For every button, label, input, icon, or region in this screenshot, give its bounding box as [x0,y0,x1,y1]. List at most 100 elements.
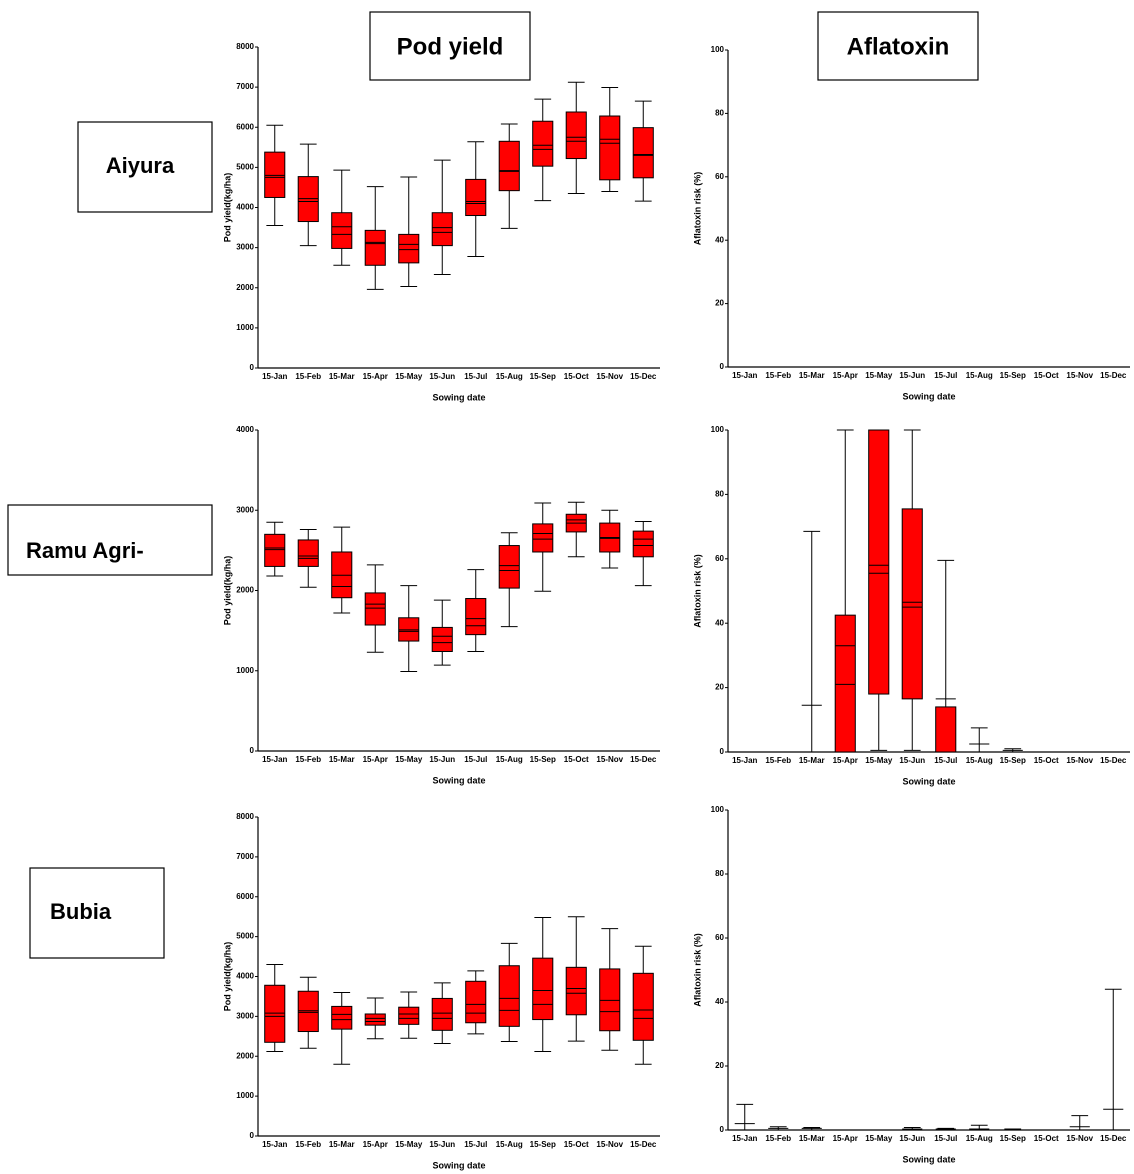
x-tick-label: 15-Nov [1066,756,1093,765]
x-tick-label: 15-Apr [363,755,388,764]
x-tick-label: 15-Mar [329,372,355,381]
row-box [77,121,213,213]
x-tick-label: 15-May [865,1134,893,1143]
y-tick-label: 100 [711,425,725,434]
row-title: Bubia [50,899,112,924]
y-tick-label: 0 [250,746,255,755]
box [264,533,286,567]
box [398,233,420,264]
y-tick-label: 6000 [236,122,254,131]
x-axis-label: Sowing date [432,1160,485,1170]
box [901,508,923,700]
y-tick-label: 0 [250,363,255,372]
x-tick-label: 15-Sep [530,1140,556,1149]
x-tick-label: 15-Aug [966,371,993,380]
y-tick-label: 6000 [236,892,254,901]
x-tick-label: 15-Apr [363,1140,388,1149]
row-title: Ramu Agri- [26,538,144,563]
box [431,997,453,1031]
box [331,1005,353,1030]
y-tick-label: 60 [715,933,724,942]
box [465,598,487,636]
x-tick-label: 15-Jan [732,371,757,380]
x-tick-label: 15-Jul [464,1140,487,1149]
y-tick-label: 5000 [236,162,254,171]
x-tick-label: 15-Jul [464,372,487,381]
x-tick-label: 15-Mar [329,1140,355,1149]
x-tick-label: 15-Oct [564,372,589,381]
x-tick-label: 15-Sep [1000,756,1026,765]
y-tick-label: 60 [715,554,724,563]
x-axis-label: Sowing date [902,1154,955,1164]
x-tick-label: 15-Mar [799,756,825,765]
y-tick-label: 8000 [236,812,254,821]
y-tick-label: 2000 [236,283,254,292]
y-tick-label: 100 [711,45,725,54]
x-axis-label: Sowing date [902,391,955,401]
x-tick-label: 15-Nov [596,372,623,381]
x-tick-label: 15-Nov [1066,371,1093,380]
box [364,229,386,266]
y-axis-label: Pod yield(kg/ha) [222,556,232,626]
x-tick-label: 15-Oct [564,1140,589,1149]
x-tick-label: 15-Apr [363,372,388,381]
y-tick-label: 3000 [236,1011,254,1020]
y-tick-label: 80 [715,109,724,118]
x-tick-label: 15-Aug [496,1140,523,1149]
x-tick-label: 15-Sep [1000,1134,1026,1143]
box [834,614,856,753]
box [935,706,957,753]
x-tick-label: 15-May [865,371,893,380]
y-axis-label: Aflatoxin risk (%) [692,933,702,1007]
y-tick-label: 40 [715,618,724,627]
row-box [7,504,213,576]
x-tick-label: 15-Jul [464,755,487,764]
y-axis-label: Aflatoxin risk (%) [692,172,702,246]
x-tick-label: 15-Oct [1034,371,1059,380]
x-tick-label: 15-Feb [295,1140,321,1149]
x-tick-label: 15-Aug [966,756,993,765]
x-tick-label: 15-Dec [630,372,657,381]
y-tick-label: 3000 [236,243,254,252]
x-tick-label: 15-Feb [765,371,791,380]
x-tick-label: 15-Jun [899,371,925,380]
y-tick-label: 20 [715,1061,724,1070]
y-tick-label: 20 [715,683,724,692]
x-tick-label: 15-Oct [1034,1134,1059,1143]
box [532,120,554,167]
x-tick-label: 15-Feb [295,755,321,764]
box [364,592,386,626]
box [498,545,520,589]
header-box [817,11,979,81]
box [431,212,453,247]
x-tick-label: 15-Dec [1100,756,1127,765]
y-tick-label: 1000 [236,666,254,675]
x-tick-label: 15-Jul [934,1134,957,1143]
x-axis-label: Sowing date [902,776,955,786]
x-tick-label: 15-Jan [732,1134,757,1143]
x-tick-label: 15-Dec [1100,1134,1127,1143]
x-tick-label: 15-Feb [765,756,791,765]
x-tick-label: 15-Dec [630,1140,657,1149]
box [532,957,554,1021]
box [364,1013,386,1026]
x-tick-label: 15-Jul [934,371,957,380]
x-tick-label: 15-Nov [596,755,623,764]
row-title: Aiyura [106,153,175,178]
box [565,966,587,1016]
x-axis-label: Sowing date [432,775,485,785]
box [565,111,587,160]
box [632,127,654,179]
x-axis-label: Sowing date [432,392,485,402]
x-tick-label: 15-Jun [429,755,455,764]
box [532,523,554,553]
x-tick-label: 15-Aug [966,1134,993,1143]
column-title: Aflatoxin [847,33,950,60]
column-title: Pod yield [397,33,504,60]
y-tick-label: 0 [720,1125,725,1134]
x-tick-label: 15-Jan [262,755,287,764]
y-tick-label: 20 [715,299,724,308]
y-tick-label: 8000 [236,42,254,51]
x-tick-label: 15-Nov [596,1140,623,1149]
